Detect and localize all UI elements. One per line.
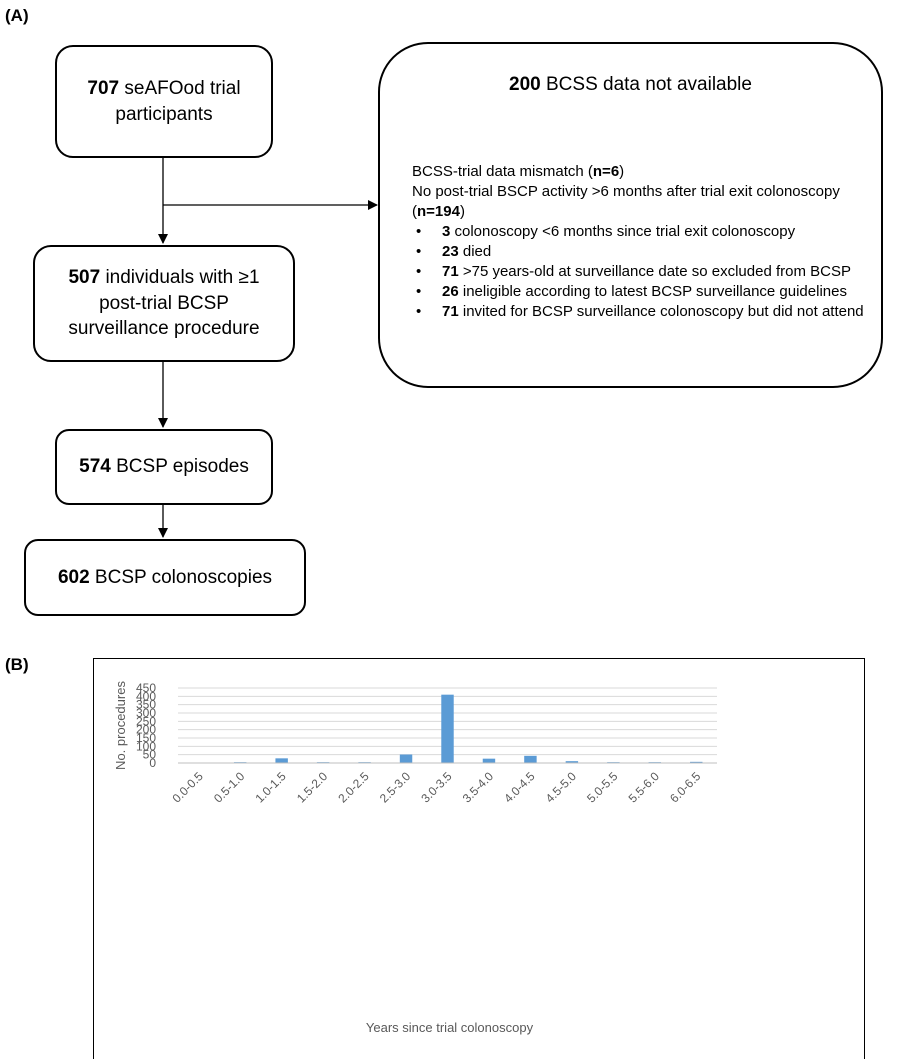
reason-item: 71 invited for BCSP surveillance colonos…	[412, 302, 872, 322]
trial-participants-text: seAFOod trial participants	[115, 77, 241, 125]
box-trial-participants: 707 seAFOod trial participants	[55, 45, 273, 158]
individuals-count: 507	[68, 267, 101, 289]
x-tick-label: 4.0-4.5	[501, 769, 538, 806]
y-tick-label: 350	[136, 698, 156, 712]
bar	[565, 761, 579, 763]
bar	[690, 761, 703, 763]
reason-item: 3 colonoscopy <6 months since trial exit…	[412, 222, 872, 242]
y-tick-label: 200	[136, 723, 156, 737]
y-tick-label: 250	[136, 714, 156, 728]
no-activity-line: No post-trial BSCP activity >6 months af…	[412, 183, 840, 220]
y-tick-label: 450	[136, 681, 156, 695]
x-tick-label: 5.0-5.5	[584, 769, 621, 806]
y-tick-label: 400	[136, 689, 156, 703]
x-tick-label: 1.5-2.0	[294, 769, 331, 806]
panel-b-label: (B)	[5, 655, 29, 674]
box-individuals: 507 individuals with ≥1 post-trial BCSP …	[33, 245, 295, 362]
x-tick-label: 1.0-1.5	[252, 769, 289, 806]
bar	[275, 758, 288, 763]
trial-participants-count: 707	[87, 77, 120, 99]
episodes-count: 574	[79, 456, 111, 478]
y-tick-label: 0	[149, 756, 156, 770]
y-tick-label: 100	[136, 739, 156, 753]
box-excluded: 200 BCSS data not available BCSS-trial d…	[378, 42, 883, 388]
x-tick-label: 3.0-3.5	[418, 769, 455, 806]
mismatch-line: BCSS-trial data mismatch (n=6)	[412, 163, 625, 180]
panel-a-label: (A)	[5, 6, 29, 25]
colonoscopies-count: 602	[57, 566, 90, 588]
bar	[524, 755, 537, 763]
bar	[399, 754, 413, 763]
x-axis-title: Years since trial colonoscopy	[366, 1020, 534, 1035]
reason-item: 23 died	[412, 242, 872, 262]
x-tick-label: 4.5-5.0	[543, 769, 580, 806]
x-tick-label: 6.0-6.5	[667, 769, 704, 806]
y-tick-label: 300	[136, 706, 156, 720]
x-tick-label: 0.5-1.0	[211, 769, 248, 806]
colonoscopies-text: BCSP colonoscopies	[89, 566, 273, 588]
box-bcsp-episodes: 574 BCSP episodes	[55, 429, 273, 505]
bar	[441, 694, 454, 763]
x-tick-label: 3.5-4.0	[460, 769, 497, 806]
chart-frame	[93, 658, 865, 1059]
excluded-count: 200	[509, 74, 541, 95]
bar	[482, 758, 496, 763]
excluded-details: BCSS-trial data mismatch (n=6) No post-t…	[412, 162, 872, 322]
flow-connectors	[158, 158, 378, 538]
box-bcsp-colonoscopies: 602 BCSP colonoscopies	[24, 539, 306, 616]
reason-item: 71 >75 years-old at surveillance date so…	[412, 262, 872, 282]
episodes-text: BCSP episodes	[110, 456, 249, 478]
x-tick-label: 0.0-0.5	[170, 769, 207, 806]
y-axis-title: No. procedures	[113, 681, 128, 770]
y-tick-label: 150	[136, 731, 156, 745]
x-tick-label: 2.5-3.0	[377, 769, 414, 806]
x-tick-label: 5.5-6.0	[626, 769, 663, 806]
y-tick-label: 50	[143, 748, 157, 762]
reason-item: 26 ineligible according to latest BCSP s…	[412, 282, 872, 302]
reason-list: 3 colonoscopy <6 months since trial exit…	[412, 222, 872, 322]
individuals-text: individuals with ≥1 post-trial BCSP surv…	[68, 267, 260, 340]
x-tick-label: 2.0-2.5	[335, 769, 372, 806]
excluded-title: 200 BCSS data not available	[380, 74, 881, 96]
excluded-title-text: BCSS data not available	[540, 74, 752, 95]
